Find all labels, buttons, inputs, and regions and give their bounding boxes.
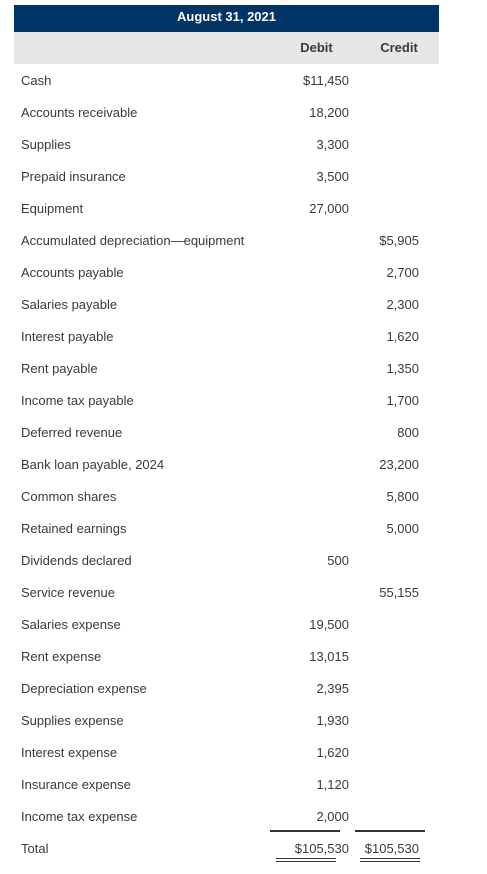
credit-amount: 800 <box>397 425 419 440</box>
total-row: Total $105,530 $105,530 <box>14 841 439 861</box>
table-row: Prepaid insurance 3,500 <box>14 169 439 189</box>
account-name: Income tax payable <box>21 393 134 408</box>
account-name: Income tax expense <box>21 809 138 824</box>
account-name: Supplies expense <box>21 713 124 728</box>
table-row: Equipment 27,000 <box>14 201 439 221</box>
account-name: Depreciation expense <box>21 681 147 696</box>
credit-amount: 1,350 <box>386 361 419 376</box>
table-row: Bank loan payable, 2024 23,200 <box>14 457 439 477</box>
table-row: Income tax expense 2,000 <box>14 809 439 829</box>
table-row: Service revenue 55,155 <box>14 585 439 605</box>
credit-amount: $5,905 <box>379 233 419 248</box>
debit-amount: 1,120 <box>316 777 349 792</box>
account-name: Retained earnings <box>21 521 127 536</box>
table-row: Rent payable 1,350 <box>14 361 439 381</box>
credit-amount: 2,700 <box>386 265 419 280</box>
total-label: Total <box>21 841 49 856</box>
debit-amount: 27,000 <box>309 201 349 216</box>
account-name: Cash <box>21 73 52 88</box>
account-name: Bank loan payable, 2024 <box>21 457 165 472</box>
table-row: Income tax payable 1,700 <box>14 393 439 413</box>
credit-total-rule <box>355 830 425 832</box>
table-row: Rent expense 13,015 <box>14 649 439 669</box>
table-row: Accumulated depreciation—equipment $5,905 <box>14 233 439 253</box>
account-name: Accumulated depreciation—equipment <box>21 233 245 248</box>
account-name: Rent expense <box>21 649 102 664</box>
table-row: Accounts payable 2,700 <box>14 265 439 285</box>
table-row: Insurance expense 1,120 <box>14 777 439 797</box>
account-name: Common shares <box>21 489 117 504</box>
debit-amount: 3,300 <box>316 137 349 152</box>
debit-amount: 2,000 <box>316 809 349 824</box>
table-row: Salaries payable 2,300 <box>14 297 439 317</box>
account-name: Insurance expense <box>21 777 131 792</box>
table-row: Depreciation expense 2,395 <box>14 681 439 701</box>
table-row: Salaries expense 19,500 <box>14 617 439 637</box>
account-name: Prepaid insurance <box>21 169 126 184</box>
credit-amount: 55,155 <box>379 585 419 600</box>
account-name: Supplies <box>21 137 71 152</box>
title-bar: August 31, 2021 <box>14 5 439 32</box>
table-row: Supplies expense 1,930 <box>14 713 439 733</box>
debit-double-underline-2 <box>276 861 336 862</box>
debit-amount: 1,930 <box>316 713 349 728</box>
debit-amount: 19,500 <box>309 617 349 632</box>
debit-amount: 18,200 <box>309 105 349 120</box>
table-row: Accounts receivable 18,200 <box>14 105 439 125</box>
account-name: Dividends declared <box>21 553 132 568</box>
debit-amount: 13,015 <box>309 649 349 664</box>
credit-amount: 1,700 <box>386 393 419 408</box>
account-name: Interest expense <box>21 745 118 760</box>
credit-amount: 23,200 <box>379 457 419 472</box>
credit-amount: 2,300 <box>386 297 419 312</box>
credit-amount: 1,620 <box>386 329 419 344</box>
statement-date: August 31, 2021 <box>177 9 276 24</box>
total-debit: $105,530 <box>294 841 349 856</box>
table-row: Interest expense 1,620 <box>14 745 439 765</box>
table-row: Retained earnings 5,000 <box>14 521 439 541</box>
table-row: Interest payable 1,620 <box>14 329 439 349</box>
debit-amount: $11,450 <box>302 73 349 88</box>
table-row: Common shares 5,800 <box>14 489 439 509</box>
account-name: Service revenue <box>21 585 115 600</box>
debit-double-underline-1 <box>276 858 336 859</box>
debit-amount: 3,500 <box>316 169 349 184</box>
account-name: Interest payable <box>21 329 114 344</box>
debit-total-rule <box>270 830 340 832</box>
column-header: Debit Credit <box>14 32 439 64</box>
account-name: Rent payable <box>21 361 98 376</box>
credit-header: Credit <box>380 40 418 55</box>
debit-amount: 500 <box>327 553 349 568</box>
credit-amount: 5,000 <box>386 521 419 536</box>
account-name: Deferred revenue <box>21 425 123 440</box>
account-name: Equipment <box>21 201 84 216</box>
table-row: Cash $11,450 <box>14 73 439 93</box>
table-row: Supplies 3,300 <box>14 137 439 157</box>
credit-double-underline-2 <box>360 861 420 862</box>
account-name: Accounts payable <box>21 265 124 280</box>
debit-amount: 2,395 <box>316 681 349 696</box>
table-row: Deferred revenue 800 <box>14 425 439 445</box>
credit-double-underline-1 <box>360 858 420 859</box>
account-name: Accounts receivable <box>21 105 138 120</box>
table-row: Dividends declared 500 <box>14 553 439 573</box>
account-name: Salaries payable <box>21 297 118 312</box>
account-name: Salaries expense <box>21 617 121 632</box>
total-credit: $105,530 <box>364 841 419 856</box>
debit-amount: 1,620 <box>316 745 349 760</box>
debit-header: Debit <box>300 40 333 55</box>
credit-amount: 5,800 <box>386 489 419 504</box>
